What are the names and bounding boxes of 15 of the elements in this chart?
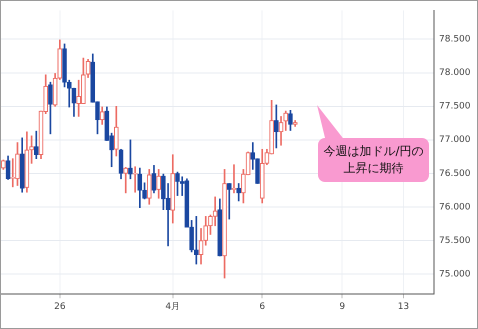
x-tick-label: 26 [54,302,66,312]
x-tick-label: 13 [398,302,410,312]
x-tick-label: 9 [339,302,346,312]
y-tick-label: 76.500 [439,168,471,179]
y-tick-label: 78.000 [439,68,471,78]
y-tick-label: 77.500 [439,102,471,112]
x-tick-label: 4月 [165,302,180,312]
annotation: 今週は加ドル/円の上昇に期待 [322,143,425,177]
y-tick-label: 76.000 [439,202,471,212]
candlestick [128,140,133,180]
y-tick-label: 75.000 [439,269,471,280]
y-tick-label: 77.000 [439,135,471,146]
y-tick-label: 75.500 [439,236,471,246]
y-tick-label: 78.500 [439,34,471,45]
x-tick-label: 6 [259,302,266,312]
